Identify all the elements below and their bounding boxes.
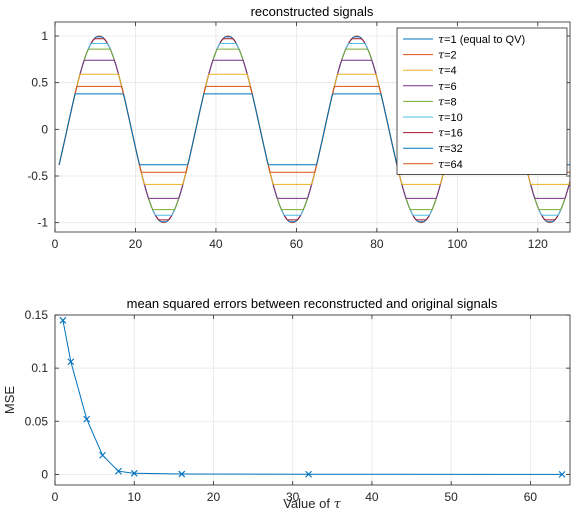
legend-entry-symbol: τ xyxy=(438,64,445,77)
legend-entry-label: =32 xyxy=(444,143,463,155)
top-xtick-label-6: 120 xyxy=(528,237,548,251)
legend-entry-tau-2: τ=2 xyxy=(438,49,457,62)
mse-marker-stroke-b xyxy=(59,316,67,324)
legend-entry-tau-4: τ=4 xyxy=(438,64,457,77)
bottom-xtick-label-1: 10 xyxy=(128,490,142,504)
mse-marker-stroke-b xyxy=(558,470,566,478)
legend-entry-label: =64 xyxy=(444,159,463,171)
bottom-ytick-label-0: 0 xyxy=(41,467,48,481)
bottom-xtick-label-0: 0 xyxy=(52,490,59,504)
mse-marker-stroke-b xyxy=(305,470,312,478)
top-ytick-label-4: 1 xyxy=(41,29,48,43)
legend-entry-symbol: τ xyxy=(438,95,445,108)
bottom-y-axis-label: MSE xyxy=(2,386,17,415)
mse-marker-tau-6 xyxy=(99,451,106,459)
legend-entry-symbol: τ xyxy=(438,49,445,62)
legend-entry-symbol: τ xyxy=(438,80,445,93)
reconstructed-signals-panel: 0 20 40 60 80 100 120 -1 -0.5 0 0.5 1 reconstructed… xyxy=(27,4,571,251)
top-chart-title: reconstructed signals xyxy=(251,4,374,19)
mse-marker-stroke-b xyxy=(67,358,75,366)
legend-entry-tau-6: τ=6 xyxy=(438,80,457,93)
legend-entry-label: =16 xyxy=(444,128,463,140)
bottom-x-axis-label: Value of τ xyxy=(283,496,341,512)
mse-marker-tau-4 xyxy=(83,415,91,423)
legend-entry-tau-32: τ=32 xyxy=(438,142,463,155)
legend-entry-tau-16: τ=16 xyxy=(438,127,463,140)
legend-entry-label: =6 xyxy=(444,81,457,93)
legend-entry-label: =4 xyxy=(444,65,457,77)
bottom-axes-background xyxy=(55,315,570,485)
bottom-ticks: 0 10 20 30 40 50 60 0 0.05 0.1 0.15 xyxy=(25,308,570,504)
x-axis-label-symbol: τ xyxy=(334,497,342,512)
mse-marker-tau-10 xyxy=(130,469,138,477)
mse-marker-tau-2 xyxy=(67,358,75,366)
x-axis-label-text: Value of xyxy=(283,496,333,511)
top-xtick-label-5: 100 xyxy=(447,237,467,251)
bottom-ytick-label-2: 0.1 xyxy=(31,361,48,375)
legend-entry-tau-10: τ=10 xyxy=(438,111,463,124)
top-ytick-label-0: -1 xyxy=(37,216,48,230)
bottom-chart-title: mean squared errors between reconstructe… xyxy=(127,296,498,311)
bottom-xtick-label-2: 20 xyxy=(207,490,221,504)
legend-entry-label: =2 xyxy=(444,50,457,62)
legend-entry-symbol: τ xyxy=(438,127,445,140)
top-ytick-label-3: 0.5 xyxy=(31,76,48,90)
top-ytick-label-2: 0 xyxy=(41,122,48,136)
legend-entry-label: =1 (equal to QV) xyxy=(444,34,525,46)
top-ytick-label-1: -0.5 xyxy=(27,169,48,183)
bottom-ytick-label-1: 0.05 xyxy=(25,414,49,428)
bottom-ytick-label-3: 0.15 xyxy=(25,308,49,322)
mse-marker-stroke-b xyxy=(114,467,122,475)
mse-marker-tau-1 xyxy=(59,316,67,324)
legend-entry-symbol: τ xyxy=(438,142,445,155)
top-xtick-label-3: 60 xyxy=(290,237,304,251)
mse-marker-tau-64 xyxy=(558,470,566,478)
bottom-xtick-label-6: 60 xyxy=(524,490,538,504)
legend-box xyxy=(396,27,568,175)
mse-marker-tau-8 xyxy=(114,467,122,475)
legend-entry-tau-64: τ=64 xyxy=(438,158,463,171)
top-axes-box xyxy=(54,21,571,233)
bottom-xtick-label-5: 50 xyxy=(444,490,458,504)
legend-entry-symbol: τ xyxy=(438,111,445,124)
bottom-xtick-label-3: 30 xyxy=(286,490,300,504)
mse-marker-tau-16 xyxy=(178,470,186,478)
mse-marker-tau-32 xyxy=(305,470,312,478)
top-xtick-label-1: 20 xyxy=(129,237,143,251)
mse-marker-stroke-b xyxy=(83,415,91,423)
legend-entry-label: =10 xyxy=(444,112,463,124)
mse-series xyxy=(59,316,566,478)
bottom-xtick-label-4: 40 xyxy=(365,490,379,504)
mse-marker-stroke-b xyxy=(99,451,106,459)
top-xtick-label-0: 0 xyxy=(52,237,59,251)
mse-panel: 0 10 20 30 40 50 60 0 0.05 0.1 0.15 mean squared e… xyxy=(2,296,571,512)
top-xtick-label-4: 80 xyxy=(370,237,384,251)
legend-entry-label: =8 xyxy=(444,96,457,108)
mse-marker-stroke-b xyxy=(178,470,186,478)
legend-entry-tau-8: τ=8 xyxy=(438,95,457,108)
mse-marker-stroke-b xyxy=(130,469,138,477)
top-legend: τ=1 (equal to QV)τ=2τ=4τ=6τ=8τ=10τ=16τ=3… xyxy=(396,27,568,175)
bottom-axes-box xyxy=(54,314,571,486)
legend-entry-symbol: τ xyxy=(438,158,445,171)
top-xtick-label-2: 40 xyxy=(209,237,223,251)
top-ticks: 0 20 40 60 80 100 120 -1 -0.5 0 0.5 1 xyxy=(27,22,570,251)
legend-entry-symbol: τ xyxy=(438,33,445,46)
legend-entry-tau-1: τ=1 (equal to QV) xyxy=(438,33,525,46)
